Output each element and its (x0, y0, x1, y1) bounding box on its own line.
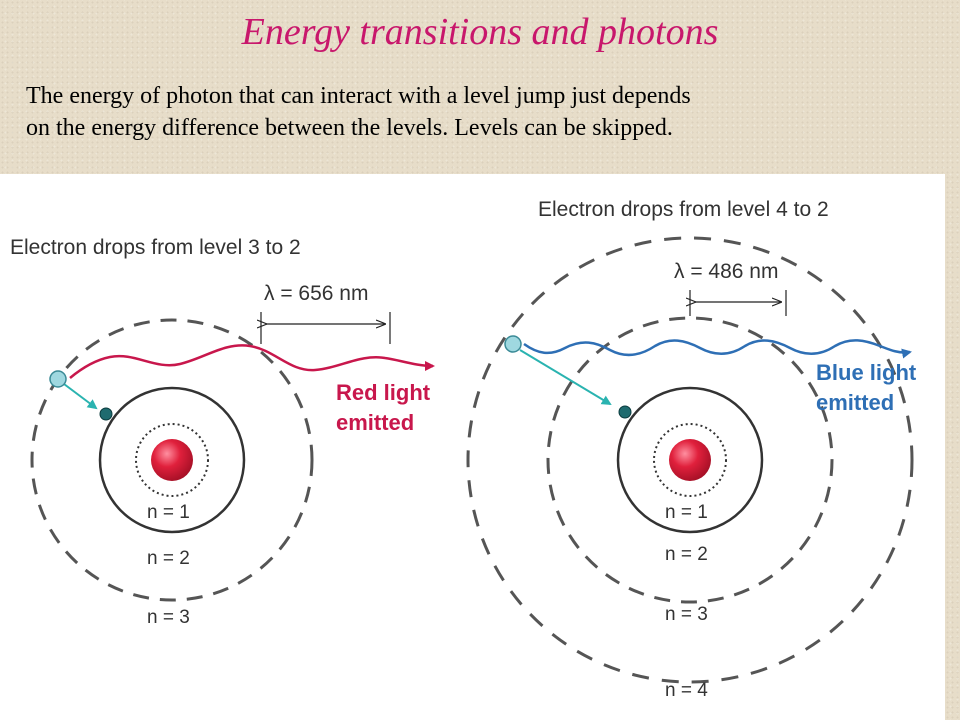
left-emitted-line2: emitted (336, 410, 414, 435)
left-emitted-line1: Red light (336, 380, 431, 405)
slide-title: Energy transitions and photons (241, 11, 719, 53)
bohr-model-figure: Electron drops from level 3 to 2 λ = 656… (0, 174, 945, 720)
right-nucleus (669, 439, 711, 481)
left-electron-end (99, 407, 113, 421)
right-electron-end (618, 405, 632, 419)
right-atom: Electron drops from level 4 to 2 λ = 486… (466, 198, 917, 701)
left-orbit-n3 (30, 318, 314, 602)
right-electron-jump-arrow (519, 349, 612, 406)
right-electron-start (504, 335, 522, 353)
right-orbit-n1 (653, 423, 727, 497)
right-photon-wave (523, 339, 912, 359)
right-heading: Electron drops from level 4 to 2 (538, 198, 829, 221)
left-electron-start (49, 370, 67, 388)
left-orbit-n1 (135, 423, 209, 497)
left-level-n2: n = 2 (147, 548, 190, 569)
left-electron-jump-arrow (63, 383, 98, 410)
left-photon-wave (69, 344, 435, 379)
right-level-n1: n = 1 (665, 502, 708, 523)
right-orbit-n4 (466, 236, 914, 684)
bohr-diagram: Electron drops from level 3 to 2 λ = 656… (10, 198, 917, 701)
right-orbit-n2 (616, 386, 764, 534)
right-level-n3: n = 3 (665, 604, 708, 625)
left-level-n1: n = 1 (147, 502, 190, 523)
right-emitted-line2: emitted (816, 390, 894, 415)
right-orbit-n3 (546, 316, 834, 604)
right-level-n2: n = 2 (665, 544, 708, 565)
right-emitted-line1: Blue light (816, 360, 917, 385)
slide-text: The energy of photon that can interact w… (26, 80, 926, 144)
slide-text-line2: on the energy difference between the lev… (26, 115, 673, 141)
slide-text-line1: The energy of photon that can interact w… (26, 83, 691, 109)
left-heading: Electron drops from level 3 to 2 (10, 236, 301, 259)
right-level-n4: n = 4 (665, 680, 708, 701)
left-level-n3: n = 3 (147, 607, 190, 628)
left-wavelength-label: λ = 656 nm (264, 282, 368, 305)
left-nucleus (151, 439, 193, 481)
left-orbit-n2 (98, 386, 246, 534)
left-atom: Electron drops from level 3 to 2 λ = 656… (10, 236, 435, 628)
right-wavelength-label: λ = 486 nm (674, 260, 778, 283)
